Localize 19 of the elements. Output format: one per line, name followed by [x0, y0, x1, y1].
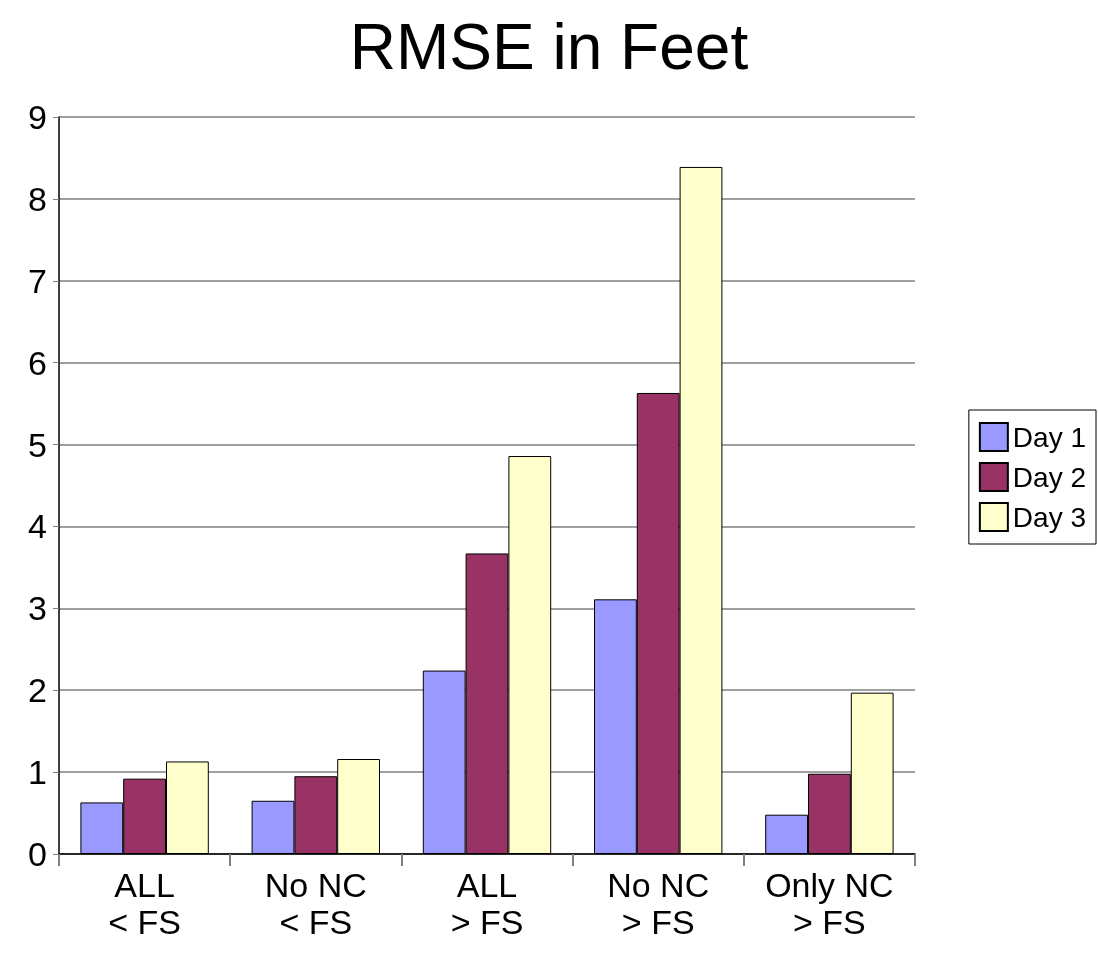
- legend-label: Day 1: [1012, 421, 1087, 453]
- y-tick-label: 7: [28, 261, 47, 300]
- y-tick-label: 9: [28, 98, 47, 136]
- y-tick-label: 4: [28, 507, 47, 546]
- x-tick-label: ALL > FS: [450, 865, 524, 941]
- y-tick-label: 1: [28, 753, 47, 792]
- x-tick-label: Only NC > FS: [765, 865, 894, 941]
- x-tick-label: ALL < FS: [108, 865, 181, 941]
- chart-title: RMSE in Feet: [349, 11, 749, 83]
- y-tick-label: 6: [28, 343, 47, 382]
- y-tick-label: 3: [28, 589, 47, 628]
- x-tick-label: No NC < FS: [264, 865, 367, 941]
- x-tick-label: No NC > FS: [607, 865, 710, 941]
- legend-label: Day 2: [1012, 461, 1087, 493]
- legend-label: Day 3: [1012, 501, 1087, 533]
- y-tick-label: 8: [28, 179, 47, 218]
- y-tick-label: 0: [28, 835, 47, 873]
- y-tick-label: 2: [28, 671, 47, 710]
- y-tick-label: 5: [28, 425, 47, 464]
